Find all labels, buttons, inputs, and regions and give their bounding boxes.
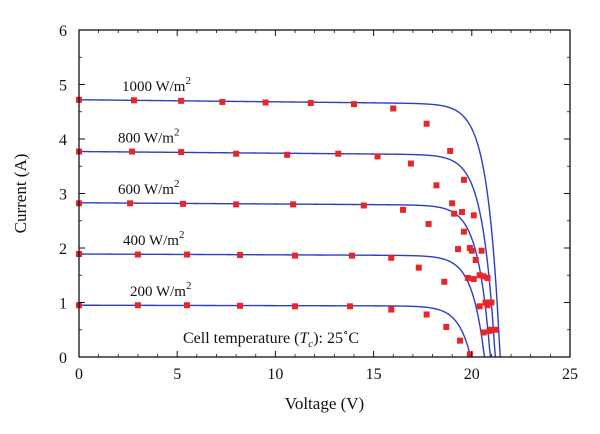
data-point (484, 302, 491, 309)
series-label: 600 W/m2 (118, 178, 179, 198)
annotation-prefix: Cell temperature ( (183, 330, 299, 347)
data-point (488, 299, 495, 306)
data-point (130, 97, 137, 104)
data-point (466, 245, 473, 251)
data-point (478, 247, 485, 254)
data-point (178, 97, 185, 104)
data-point (484, 274, 491, 281)
data-point (447, 147, 454, 154)
annotation-subscript: c (308, 338, 313, 350)
y-tick-label: 5 (59, 78, 67, 95)
data-point (129, 148, 136, 155)
data-point (400, 206, 407, 213)
y-tick-label: 6 (59, 23, 67, 40)
y-axis-title: Current (A) (11, 154, 30, 234)
curves-layer (79, 99, 501, 357)
data-point (464, 274, 471, 281)
y-tick-label: 4 (59, 132, 67, 149)
data-point (233, 150, 240, 157)
x-tick-label: 15 (366, 366, 382, 383)
data-point (284, 151, 291, 158)
annotation-unit: C (348, 330, 359, 347)
data-point (292, 303, 299, 310)
data-point (360, 202, 367, 209)
data-point (262, 99, 269, 106)
data-point (350, 101, 357, 108)
data-point (480, 273, 487, 280)
data-point (307, 100, 314, 107)
x-tick-label: 20 (464, 366, 480, 383)
data-point (388, 306, 395, 313)
data-point (457, 337, 464, 344)
series-label: 1000 W/m2 (122, 75, 191, 95)
annotation-degree: ∘ (343, 327, 348, 339)
data-point (476, 303, 483, 310)
data-point (233, 201, 240, 208)
y-tick-label: 1 (59, 296, 67, 313)
data-point (433, 182, 440, 189)
data-point (423, 120, 430, 127)
data-point (237, 252, 244, 259)
y-tick-label: 0 (59, 350, 67, 367)
data-point (134, 251, 141, 258)
data-point (237, 302, 244, 309)
data-point (492, 326, 499, 333)
data-point (388, 254, 395, 261)
y-tick-label: 3 (59, 187, 67, 204)
curve-labels-layer: 1000 W/m2 800 W/m2 600 W/m2 400 W/m2 200 W/m… (118, 75, 191, 300)
data-point (476, 272, 483, 279)
series-label: 200 W/m2 (130, 280, 191, 300)
cell-temperature-annotation: Cell temperature (Tc): 25∘C (183, 327, 359, 350)
data-point (449, 200, 456, 207)
x-tick-label: 10 (267, 366, 283, 383)
data-point (374, 153, 381, 160)
x-tick-label: 25 (562, 366, 578, 383)
data-point (470, 212, 477, 219)
data-point (292, 252, 299, 259)
data-point (441, 278, 448, 285)
x-axis-title: Voltage (V) (285, 394, 364, 413)
data-point (219, 98, 226, 105)
data-point (134, 302, 141, 309)
data-point (348, 252, 355, 259)
data-point (423, 311, 430, 318)
series-line (79, 202, 492, 357)
data-point (466, 351, 473, 358)
data-point (486, 327, 493, 334)
data-point (472, 256, 479, 263)
data-point (480, 329, 487, 336)
x-tick-label: 0 (75, 366, 83, 383)
data-point (455, 246, 462, 253)
annotation-suffix: ): 25 (313, 330, 343, 347)
x-tick-label: 5 (173, 366, 181, 383)
data-point (184, 251, 191, 258)
data-point (458, 209, 465, 216)
data-point (178, 149, 185, 156)
series-line (79, 304, 472, 357)
data-point (443, 324, 450, 331)
data-point (460, 228, 467, 235)
series-line (79, 99, 501, 357)
data-point (451, 210, 458, 217)
data-point (127, 200, 134, 207)
data-point (407, 160, 414, 167)
data-point (425, 221, 432, 228)
series-label: 400 W/m2 (123, 229, 184, 249)
data-point (390, 105, 397, 112)
data-point (415, 264, 422, 271)
data-point (335, 150, 342, 157)
y-tick-label: 2 (59, 241, 67, 258)
data-point (347, 303, 354, 310)
series-label: 800 W/m2 (118, 127, 179, 147)
annotation-symbol: T (299, 330, 309, 347)
data-point (460, 176, 467, 183)
ticks-layer: 0 5 10 15 20 25 0 1 2 3 4 5 6 (59, 23, 578, 383)
data-point (184, 302, 191, 309)
series-line (79, 253, 486, 357)
data-point (180, 200, 187, 207)
data-point (290, 201, 297, 208)
data-point (470, 276, 477, 283)
